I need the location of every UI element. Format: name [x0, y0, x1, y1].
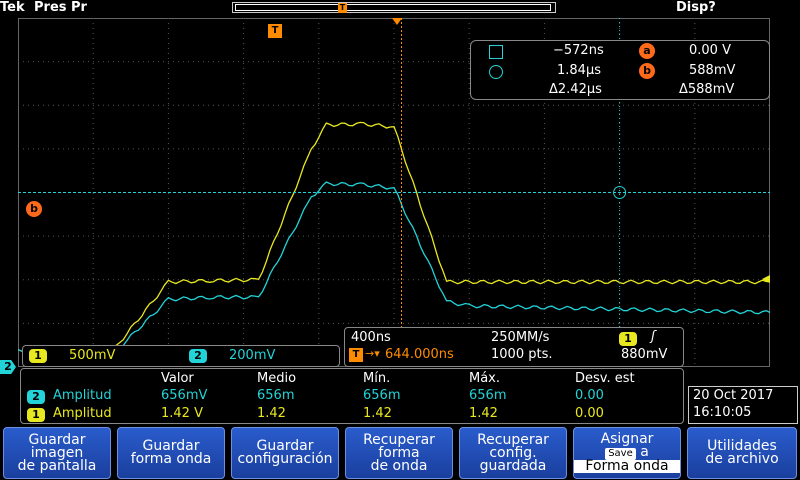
- delta-time: Δ2.42µs: [549, 82, 602, 97]
- measurements-table: Valor Medio Mín. Máx. Desv. est 2 Amplit…: [20, 368, 684, 424]
- save-waveform-button[interactable]: Guardar forma onda: [117, 427, 225, 479]
- record-length: 1000 pts.: [491, 347, 553, 362]
- ch2-badge: 2: [189, 349, 207, 363]
- btn-line: configuración: [237, 451, 333, 467]
- status-bar: Tek Pres Pr T Disp?: [0, 0, 800, 18]
- brand-label: Tek: [0, 0, 25, 15]
- row2-value: 1.42 V: [161, 406, 203, 421]
- ch2-scale: 200mV: [229, 348, 276, 363]
- cursor-a-badge: a: [639, 43, 655, 59]
- channel2-ground-marker: 2: [0, 360, 16, 374]
- trigger-t-icon: T: [349, 348, 363, 362]
- row2-ch-badge: 1: [27, 408, 45, 422]
- ch2-trace: [18, 181, 770, 352]
- trigger-level: 880mV: [621, 347, 668, 362]
- row1-name: Amplitud: [53, 388, 112, 403]
- row2-min: 1.42: [363, 406, 392, 421]
- col-header: Máx.: [469, 371, 501, 386]
- save-screen-image-button[interactable]: Guardar imagen de pantalla: [3, 427, 111, 479]
- btn-line: Guardar: [256, 438, 314, 454]
- btn-line: imagen: [30, 444, 84, 461]
- save-setup-button[interactable]: Guardar configuración: [231, 427, 339, 479]
- save-chip: Save: [605, 448, 636, 460]
- recall-setup-button[interactable]: Recuperar config. guardada: [459, 427, 567, 479]
- ch1-trace: [18, 121, 770, 352]
- delta-volt: Δ588mV: [679, 82, 735, 97]
- btn-line: forma onda: [130, 451, 212, 467]
- btn-line: de archivo: [705, 451, 779, 467]
- file-utilities-button[interactable]: Utilidades de archivo: [687, 427, 797, 479]
- row1-max: 656m: [469, 388, 507, 403]
- channel-scale-readout[interactable]: 1 500mV 2 200mV: [22, 345, 340, 367]
- trigger-level-arrow: [762, 275, 770, 283]
- trigger-source-badge: 1: [619, 332, 637, 346]
- btn-line: Recuperar: [477, 431, 549, 448]
- date: 20 Oct 2017: [693, 388, 774, 403]
- btn-line: Utilidades: [707, 438, 777, 454]
- btn-line: de pantalla: [17, 457, 97, 474]
- row2-mean: 1.42: [257, 406, 286, 421]
- sample-rate: 250MM/s: [491, 330, 550, 345]
- cursor-b-badge: b: [639, 63, 655, 79]
- btn-line: Guardar: [142, 438, 200, 454]
- btn-line: de onda: [370, 457, 428, 474]
- horizontal-position: 644.000ns: [385, 347, 454, 362]
- col-header: Mín.: [363, 371, 391, 386]
- assign-save-button[interactable]: Asignar Save a Forma onda: [573, 427, 681, 479]
- row1-value: 656mV: [161, 388, 208, 403]
- btn-line: Save a: [574, 444, 680, 460]
- row1-min: 656m: [363, 388, 401, 403]
- cursor-intersection-icon: [613, 186, 627, 199]
- ch1-badge: 1: [29, 349, 47, 363]
- disp-status: Disp?: [676, 0, 716, 15]
- timebase: 400ns: [351, 330, 391, 345]
- horizontal-readout[interactable]: 400ns 250MM/s 1 ʃ T →▾ 644.000ns 1000 pt…: [344, 327, 684, 367]
- btn-line: forma: [378, 444, 420, 461]
- btn-line: Recuperar: [363, 431, 435, 448]
- record-view-bar: [232, 2, 556, 13]
- btn-line: config.: [489, 444, 537, 461]
- btn-word: a: [640, 444, 649, 460]
- cursor2-time: 1.84µs: [557, 63, 601, 78]
- cursor-b-marker: b: [26, 201, 42, 217]
- acquisition-mode: Pres Pr: [34, 0, 87, 15]
- col-header: Desv. est: [575, 371, 635, 386]
- trigger-slope-icon: ʃ: [651, 329, 656, 344]
- record-trigger-marker: T: [338, 3, 347, 13]
- col-header: Valor: [161, 371, 194, 386]
- btn-line: Guardar: [28, 431, 86, 448]
- arrow-icon: →▾: [365, 347, 380, 360]
- btn-line: Asignar: [600, 431, 654, 447]
- trigger-position-arrow: [392, 18, 402, 25]
- btn-line: guardada: [479, 457, 547, 474]
- row2-stdev: 0.00: [575, 406, 604, 421]
- cursor-b-volt: 588mV: [689, 63, 736, 78]
- cursor1-time: −572ns: [553, 43, 604, 58]
- recall-waveform-button[interactable]: Recuperar forma de onda: [345, 427, 453, 479]
- trigger-position-icon: T: [268, 24, 282, 38]
- record-view-window: [235, 4, 551, 11]
- row2-max: 1.42: [469, 406, 498, 421]
- square-cursor-icon: [489, 45, 503, 59]
- row1-ch-badge: 2: [27, 390, 45, 404]
- row1-mean: 656m: [257, 388, 295, 403]
- row1-stdev: 0.00: [575, 388, 604, 403]
- softkey-menu: Guardar imagen de pantalla Guardar forma…: [0, 426, 800, 480]
- time: 16:10:05: [693, 405, 752, 420]
- circle-cursor-icon: [489, 65, 503, 79]
- ch1-scale: 500mV: [69, 348, 116, 363]
- col-header: Medio: [257, 371, 297, 386]
- datetime-display: 20 Oct 2017 16:10:05: [688, 386, 798, 424]
- cursor-readout: −572ns a 0.00 V 1.84µs b 588mV Δ2.42µs Δ…: [470, 40, 770, 100]
- btn-line-selected: Forma onda: [574, 459, 680, 473]
- row2-name: Amplitud: [53, 406, 112, 421]
- cursor-a-volt: 0.00 V: [689, 43, 731, 58]
